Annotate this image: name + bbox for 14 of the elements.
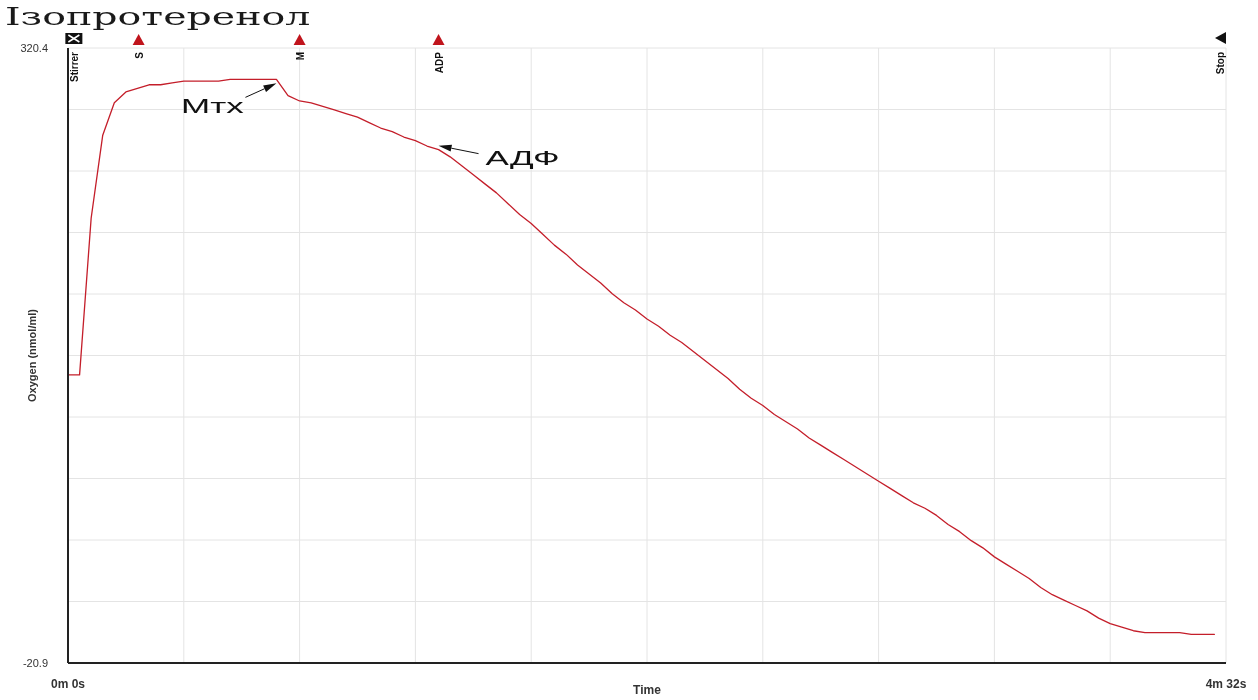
x-tick-label: 4m 32s bbox=[1205, 676, 1247, 691]
annotation: Stirrer bbox=[69, 51, 81, 83]
annotation: АДФ bbox=[485, 146, 560, 169]
annotation: S bbox=[133, 51, 145, 59]
y-tick-label: 320.4 bbox=[20, 41, 48, 54]
annotation: M bbox=[294, 52, 306, 61]
x-tick-label: 0m 0s bbox=[50, 676, 86, 691]
chart-title: Ізопротеренол bbox=[5, 2, 311, 31]
annotation: ADP bbox=[433, 51, 445, 74]
y-axis-title: Oxygen (nmol/ml) bbox=[25, 308, 38, 402]
annotation: Мтх bbox=[181, 95, 244, 118]
x-axis-title: Time bbox=[633, 683, 662, 697]
y-tick-label: -20.9 bbox=[22, 656, 48, 669]
annotation: Stop bbox=[1215, 52, 1226, 75]
